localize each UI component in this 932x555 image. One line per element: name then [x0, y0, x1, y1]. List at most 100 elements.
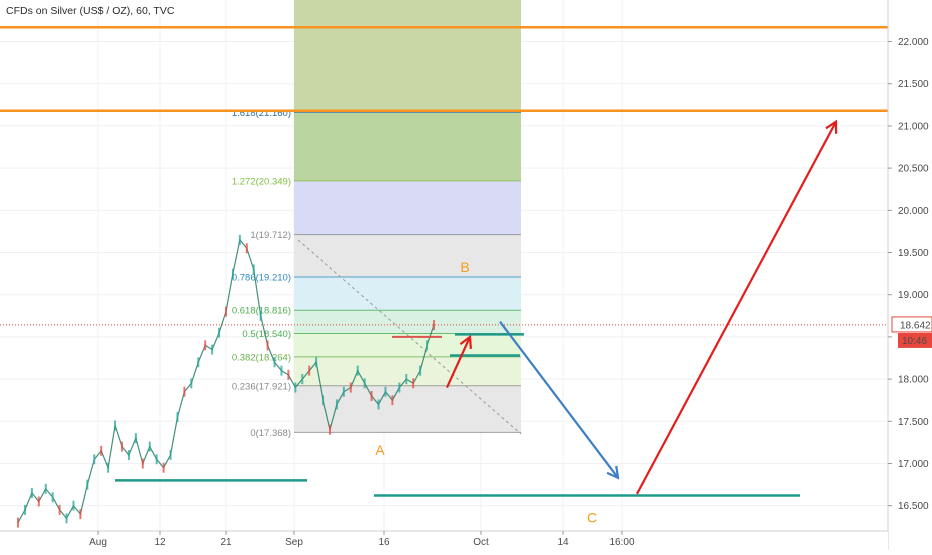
candle: [134, 433, 137, 444]
candle: [426, 340, 429, 351]
candle: [370, 390, 373, 401]
price-axis-bg[interactable]: [888, 0, 932, 550]
y-tick-label: 21.500: [898, 79, 929, 90]
red-arrow-up-head: [825, 119, 838, 134]
wave-labels: A B C: [375, 259, 597, 526]
candle: [419, 365, 422, 376]
fib-zone: [294, 180, 521, 235]
y-tick-label: 20.000: [898, 206, 929, 217]
red-arrow-small-head: [459, 334, 472, 349]
chart-title: CFDs on Silver (US$ / OZ), 60, TVC: [6, 5, 175, 17]
candle: [86, 479, 89, 490]
candle: [301, 374, 304, 385]
time-axis[interactable]: Aug 12 21 Sep 16 Oct 14 16:00: [89, 531, 635, 548]
candle: [79, 509, 82, 520]
candle: [72, 500, 75, 511]
candle: [30, 488, 33, 499]
countdown-label: 10:46: [902, 336, 927, 347]
y-tick-label: 22.000: [898, 37, 929, 48]
fib-zone: [294, 112, 521, 181]
price-axis[interactable]: 22.000 21.500 21.000 20.500 20.000 19.500 19.0…: [888, 37, 932, 512]
dashed-trend-line[interactable]: [297, 239, 522, 435]
y-tick-label: 19.000: [898, 290, 929, 301]
candle: [93, 454, 96, 465]
candle: [127, 450, 130, 461]
candle: [259, 310, 262, 321]
candle: [114, 420, 117, 431]
y-tick-label: 19.500: [898, 248, 929, 259]
x-tick-label: 14: [557, 537, 569, 548]
candle: [308, 365, 311, 376]
time-axis-bg[interactable]: [0, 531, 888, 550]
candle: [398, 382, 401, 393]
red-arrow-small[interactable]: [445, 334, 472, 388]
wave-label-c: C: [587, 510, 597, 526]
candle: [273, 357, 276, 368]
drawings[interactable]: [115, 119, 838, 497]
candle: [335, 399, 338, 410]
x-tick-label: 21: [220, 537, 232, 548]
candle: [23, 504, 26, 515]
candle: [169, 450, 172, 461]
candle: [287, 369, 290, 380]
candle: [266, 340, 269, 351]
x-tick-label: Aug: [89, 537, 107, 548]
candle: [433, 320, 435, 331]
x-tick-label: Sep: [285, 537, 303, 548]
candle: [100, 445, 103, 456]
candle: [342, 386, 345, 397]
candle: [231, 268, 234, 279]
fib-level-label: 1(19.712): [250, 230, 291, 241]
red-arrow-up[interactable]: [636, 119, 838, 495]
fib-zone: [294, 234, 521, 277]
candle: [44, 483, 47, 494]
candle: [245, 243, 248, 254]
red-arrow-small-shaft: [445, 336, 472, 388]
candle: [190, 378, 193, 389]
fib-level-label: 0(17.368): [250, 428, 291, 439]
candle: [405, 374, 408, 385]
candle: [315, 357, 318, 368]
y-tick-label: 17.000: [898, 459, 929, 470]
last-price-box: [891, 316, 932, 333]
x-tick-label: 16:00: [609, 537, 634, 548]
candle: [412, 378, 415, 389]
horizontal-levels[interactable]: [0, 25, 888, 112]
candle: [204, 340, 207, 351]
candle: [17, 517, 19, 528]
fib-level-label: 1.618(21.160): [232, 108, 291, 119]
wave-label-b: B: [460, 259, 469, 275]
y-tick-label: 20.500: [898, 164, 929, 175]
blue-arrow-down-shaft: [499, 321, 619, 479]
fib-zone: [294, 356, 521, 386]
x-tick-label: 16: [378, 537, 390, 548]
candle: [211, 344, 214, 355]
candle: [356, 365, 359, 376]
blue-arrow-down-head: [606, 465, 620, 480]
candle: [349, 382, 352, 393]
y-tick-label: 21.000: [898, 121, 929, 132]
candle: [37, 496, 40, 507]
fib-level-label: 0.236(17.921): [232, 381, 291, 392]
trend-line[interactable]: [297, 239, 522, 435]
fib-zone: [294, 276, 521, 311]
candle: [238, 234, 241, 245]
fib-level-label: 0.786(19.210): [232, 272, 291, 283]
last-price-label: 18.642: [900, 320, 931, 331]
candle: [363, 378, 366, 389]
candle: [252, 264, 255, 275]
candle: [141, 458, 144, 469]
candle: [280, 365, 283, 376]
y-tick-label: 18.000: [898, 375, 929, 386]
candle: [107, 462, 110, 473]
candle: [65, 513, 68, 524]
fib-zone-top: [294, 0, 521, 113]
candle: [322, 395, 325, 406]
fib-level-label: 0.382(18.264): [232, 352, 291, 363]
countdown-box: [898, 332, 932, 348]
y-tick-label: 16.500: [898, 501, 929, 512]
blue-arrow-down[interactable]: [499, 321, 620, 480]
fib-level-label: 0.5(18.540): [242, 329, 291, 340]
